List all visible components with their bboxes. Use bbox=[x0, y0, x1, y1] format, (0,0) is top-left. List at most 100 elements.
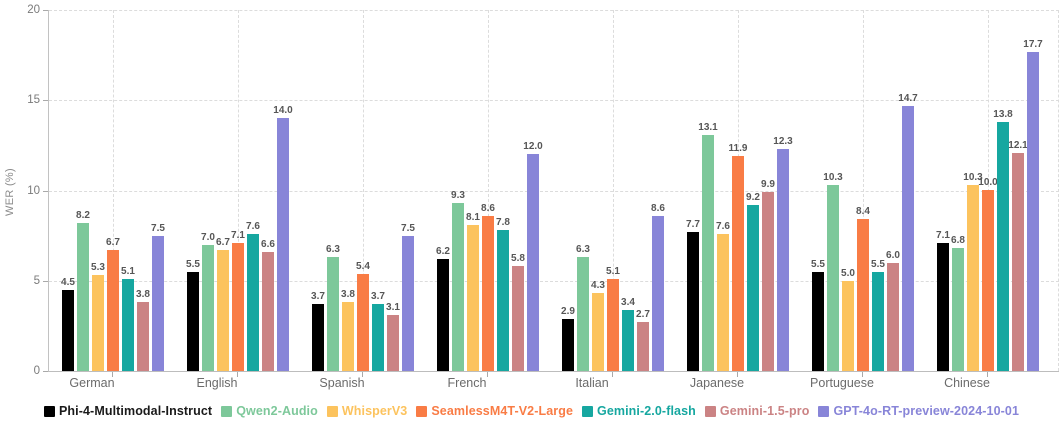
bar-value-label: 17.7 bbox=[1023, 39, 1043, 50]
legend: Phi-4-Multimodal-Instruct Qwen2-Audio Whis… bbox=[0, 404, 1063, 418]
y-tick-label: 15 bbox=[27, 94, 40, 107]
bar-group-japanese: 7.7 13.1 7.6 11.9 9.2 9.9 12.3 bbox=[686, 10, 793, 371]
bar bbox=[937, 243, 949, 371]
bar bbox=[592, 293, 604, 371]
legend-item: Gemini-1.5-pro bbox=[704, 404, 810, 418]
v-gridline bbox=[863, 10, 864, 371]
bar-value-label: 5.8 bbox=[511, 253, 525, 264]
bar bbox=[717, 234, 729, 371]
x-tick-mark bbox=[487, 372, 488, 377]
bar-value-label: 3.8 bbox=[341, 289, 355, 300]
bar-value-label: 5.4 bbox=[356, 261, 370, 272]
bar-value-label: 14.0 bbox=[273, 105, 293, 116]
bar-group-english: 5.5 7.0 6.7 7.1 7.6 6.6 14.0 bbox=[186, 10, 293, 371]
bar-value-label: 12.1 bbox=[1008, 140, 1028, 151]
bar bbox=[732, 156, 744, 371]
legend-swatch-icon bbox=[704, 405, 716, 417]
legend-swatch-icon bbox=[818, 405, 830, 417]
bar bbox=[512, 266, 524, 371]
bar-value-label: 10.3 bbox=[963, 172, 983, 183]
legend-item: Qwen2-Audio bbox=[221, 404, 318, 418]
legend-swatch-icon bbox=[44, 405, 55, 417]
bar bbox=[562, 319, 574, 371]
y-tick-label: 20 bbox=[27, 4, 40, 16]
bar bbox=[952, 248, 964, 371]
bar-value-label: 6.8 bbox=[951, 235, 965, 246]
bar bbox=[652, 216, 664, 371]
x-tick-mark bbox=[112, 372, 113, 377]
bar bbox=[217, 250, 229, 371]
x-category-label: Spanish bbox=[319, 376, 365, 390]
bar-value-label: 6.3 bbox=[326, 244, 340, 255]
bar-value-label: 6.7 bbox=[106, 237, 120, 248]
bar-value-label: 4.5 bbox=[61, 277, 75, 288]
bar-value-label: 9.3 bbox=[451, 190, 465, 201]
bar bbox=[452, 203, 464, 371]
legend-label: Gemini-1.5-pro bbox=[719, 404, 810, 418]
bar-value-label: 7.1 bbox=[936, 230, 950, 241]
bar bbox=[622, 310, 634, 371]
bar bbox=[1012, 153, 1024, 371]
bar bbox=[62, 290, 74, 371]
bar bbox=[327, 257, 339, 371]
legend-swatch-icon bbox=[221, 405, 233, 417]
x-tick-mark bbox=[862, 372, 863, 377]
bar bbox=[777, 149, 789, 371]
bar-value-label: 7.1 bbox=[231, 230, 245, 241]
bar-value-label: 11.9 bbox=[728, 143, 748, 154]
bar bbox=[997, 122, 1009, 371]
bar bbox=[827, 185, 839, 371]
bar-value-label: 2.9 bbox=[561, 306, 575, 317]
y-tick-mark bbox=[43, 280, 48, 282]
bar-group-portuguese: 5.5 10.3 5.0 8.4 5.5 6.0 14.7 bbox=[811, 10, 918, 371]
bar bbox=[77, 223, 89, 371]
legend-label: Phi-4-Multimodal-Instruct bbox=[59, 404, 213, 418]
bar bbox=[747, 205, 759, 371]
bar-value-label: 9.9 bbox=[761, 179, 775, 190]
bar-value-label: 5.5 bbox=[811, 259, 825, 270]
bar-value-label: 13.8 bbox=[993, 109, 1013, 120]
bar bbox=[402, 236, 414, 371]
y-tick-mark bbox=[43, 100, 48, 102]
bar bbox=[387, 315, 399, 371]
legend-item: WhisperV3 bbox=[326, 404, 408, 418]
bar-value-label: 10.0 bbox=[978, 177, 998, 188]
bar bbox=[312, 304, 324, 371]
x-category-label: English bbox=[196, 376, 238, 390]
bar bbox=[342, 302, 354, 371]
legend-label: SeamlessM4T-V2-Large bbox=[431, 404, 574, 418]
bar-value-label: 8.2 bbox=[76, 210, 90, 221]
bar bbox=[122, 279, 134, 371]
bar bbox=[482, 216, 494, 371]
bar-value-label: 12.0 bbox=[523, 141, 543, 152]
bar bbox=[812, 272, 824, 371]
legend-swatch-icon bbox=[416, 405, 428, 417]
x-category-label: French bbox=[447, 376, 487, 390]
y-tick-mark bbox=[43, 190, 48, 192]
legend-item: SeamlessM4T-V2-Large bbox=[416, 404, 573, 418]
bar bbox=[137, 302, 149, 371]
bar-value-label: 14.7 bbox=[898, 93, 918, 104]
bar bbox=[872, 272, 884, 371]
bar bbox=[247, 234, 259, 371]
bar-value-label: 10.3 bbox=[823, 172, 843, 183]
bar-value-label: 6.6 bbox=[261, 239, 275, 250]
legend-swatch-icon bbox=[326, 405, 338, 417]
bar-value-label: 5.1 bbox=[606, 266, 620, 277]
bar-value-label: 6.2 bbox=[436, 246, 450, 257]
bar-value-label: 3.7 bbox=[311, 291, 325, 302]
bar bbox=[607, 279, 619, 371]
bar-value-label: 3.1 bbox=[386, 302, 400, 313]
bar-value-label: 7.0 bbox=[201, 232, 215, 243]
bar-value-label: 8.4 bbox=[856, 206, 870, 217]
bar-group-chinese: 7.1 6.8 10.3 10.0 13.8 12.1 17.7 bbox=[936, 10, 1043, 371]
x-tick-mark bbox=[987, 372, 988, 377]
bar bbox=[842, 281, 854, 371]
bar-value-label: 8.1 bbox=[466, 212, 480, 223]
bar-value-label: 3.7 bbox=[371, 291, 385, 302]
v-gridline bbox=[488, 10, 489, 371]
x-category-label: Japanese bbox=[689, 376, 745, 390]
bar bbox=[887, 263, 899, 371]
bar-value-label: 5.5 bbox=[186, 259, 200, 270]
